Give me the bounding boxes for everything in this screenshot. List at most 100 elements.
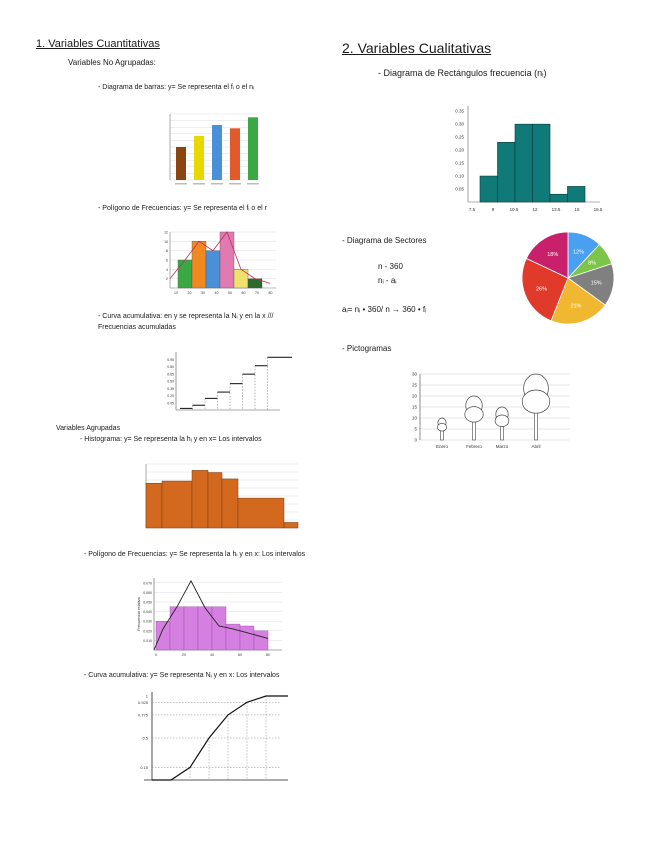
- label-diagrama-barras: - Diagrama de barras: y= Se representa e…: [98, 84, 255, 91]
- label-curva-acumulativa-2: Frecuencias acumuladas: [98, 324, 176, 331]
- x-category-label: Abril: [531, 444, 540, 449]
- y-tick-label: 0.20: [455, 148, 464, 153]
- y-tick-label: 0.50: [167, 380, 174, 384]
- x-tick-label: 10.5: [510, 207, 519, 212]
- chart-curva-acumulativa: 0.05 0.20 0.35 0.50 0.65 0.80 0.95: [167, 352, 292, 411]
- x-tick-label: 12: [532, 207, 538, 212]
- pie-slice-label: 18%: [547, 252, 558, 258]
- x-tick-label: 7.5: [469, 207, 476, 212]
- y-tick-label: 0.5: [142, 736, 148, 741]
- x-tick-label: 80: [266, 653, 270, 657]
- y-tick-label: 25: [412, 383, 418, 388]
- x-tick-label: 50: [228, 291, 232, 295]
- pie-slice: [550, 277, 606, 325]
- y-tick-label: 0.35: [455, 109, 464, 114]
- y-tick-label: 1: [146, 694, 149, 699]
- section-heading-cualitativas: 2. Variables Cualitativas: [342, 40, 492, 56]
- x-tick-label: 9: [492, 207, 495, 212]
- y-tick-label: 12: [164, 231, 168, 235]
- y-tick-label: 0.050: [143, 601, 152, 605]
- y-tick-label: 0.20: [167, 394, 174, 398]
- pie-slice-label: 26%: [536, 286, 547, 292]
- histogram-bar: [207, 472, 223, 529]
- y-tick-label: 0.05: [455, 187, 464, 192]
- cumulative-line: [152, 695, 288, 781]
- histogram-bar: [145, 482, 163, 529]
- y-tick-label: 0.925: [138, 700, 149, 705]
- histogram-bar: [161, 480, 193, 529]
- chart-rectangulos: 0.05 0.10 0.15 0.20 0.25 0.30 0.35 7.5 9 10.5 12 13…: [455, 106, 603, 212]
- x-tick-label: 20: [188, 291, 192, 295]
- pie-slice: [521, 257, 569, 322]
- label-diagrama-rectangulos: - Diagrama de Rectángulos frecuencia (nᵢ…: [378, 68, 547, 78]
- bar: [248, 117, 258, 180]
- y-tick-label: 0.10: [455, 174, 464, 179]
- histogram-bar: [221, 478, 239, 529]
- label-curva-acumulativa-1: - Curva acumulativa: en y se representa …: [98, 313, 274, 320]
- rect-bar: [549, 193, 568, 203]
- x-tick-label: 30: [201, 291, 205, 295]
- bar: [155, 621, 171, 651]
- y-tick-label: 2: [166, 277, 168, 281]
- y-axis-label: Frecuencia relativa: [136, 596, 141, 631]
- x-tick-label: 70: [255, 291, 259, 295]
- y-tick-label: 0.65: [167, 372, 174, 376]
- y-tick-label: 0.25: [455, 135, 464, 140]
- x-tick-label: [247, 183, 259, 185]
- x-tick-label: 16.5: [594, 207, 603, 212]
- tree-crown-lower: [437, 422, 447, 432]
- y-tick-label: 5: [414, 427, 417, 432]
- rect-bar: [567, 186, 586, 203]
- x-tick-label: 20: [182, 653, 186, 657]
- y-tick-label: 15: [412, 405, 418, 410]
- bar: [230, 128, 240, 180]
- bar: [183, 606, 199, 651]
- y-tick-label: 10: [412, 416, 418, 421]
- bar: [239, 625, 255, 651]
- chart-pictograma: 0 5 10 15 20 25 30 Enero Febrero Marzo Abril: [412, 372, 570, 449]
- label-curva-acumulativa-intervalos: - Curva acumulativa: y= Se representa Nᵢ…: [84, 672, 280, 679]
- x-tick-label: 40: [215, 291, 219, 295]
- subheading-agrupadas: Variables Agrupadas: [56, 425, 121, 432]
- x-tick-label: 60: [242, 291, 246, 295]
- y-tick-label: 0: [414, 438, 417, 443]
- pie-slice-label: 12%: [573, 249, 584, 255]
- label-poligono-frecuencias: - Polígono de Frecuencias: y= Se represe…: [98, 205, 267, 212]
- bar: [205, 250, 221, 289]
- y-tick-label: 0.020: [143, 629, 152, 633]
- x-tick-label: 13.5: [552, 207, 561, 212]
- y-tick-label: 0.15: [455, 161, 464, 166]
- histogram-bar: [191, 470, 209, 529]
- histogram-bar: [237, 497, 285, 529]
- x-category-label: Febrero: [466, 444, 482, 449]
- tree-crown-lower: [464, 406, 484, 423]
- bar: [169, 606, 185, 651]
- x-tick-label: 0: [155, 653, 157, 657]
- bar: [176, 147, 186, 180]
- y-tick-label: 10: [164, 240, 168, 244]
- x-category-label: Enero: [436, 444, 449, 449]
- subheading-no-agrupadas: Variables No Agrupadas:: [68, 58, 156, 67]
- chart-histograma: [145, 463, 299, 529]
- rule-line-2: nᵢ - aᵢ: [378, 276, 397, 285]
- bar-chart-barras: [169, 113, 259, 185]
- y-tick-label: 0.010: [143, 639, 152, 643]
- y-tick-label: 0.15: [140, 765, 149, 770]
- polygon-line: [153, 579, 269, 651]
- x-tick-label: [211, 183, 223, 185]
- x-tick-label: 15: [574, 207, 580, 212]
- x-category-label: Marzo: [496, 444, 509, 449]
- pie-slice-label: 8%: [588, 261, 596, 267]
- x-tick-label: [193, 183, 205, 185]
- chart-poligono-intervalos: 0.010 0.020 0.030 0.040 0.050 0.060 0.070 Frecu…: [136, 578, 282, 657]
- bar: [194, 136, 204, 180]
- y-tick-label: 0.30: [455, 122, 464, 127]
- histogram-bar: [283, 522, 299, 529]
- x-tick-label: [229, 183, 241, 185]
- y-tick-label: 20: [412, 394, 418, 399]
- chart-poligono-frecuencias: 2 4 6 8 10 12 10 20 30 40 50 60 70 80: [164, 231, 276, 295]
- tree-crown-lower: [521, 389, 551, 414]
- x-tick-label: 10: [174, 291, 178, 295]
- x-tick-label: [175, 183, 187, 185]
- section-heading-cuantitativas: 1. Variables Cuantitativas: [36, 38, 160, 50]
